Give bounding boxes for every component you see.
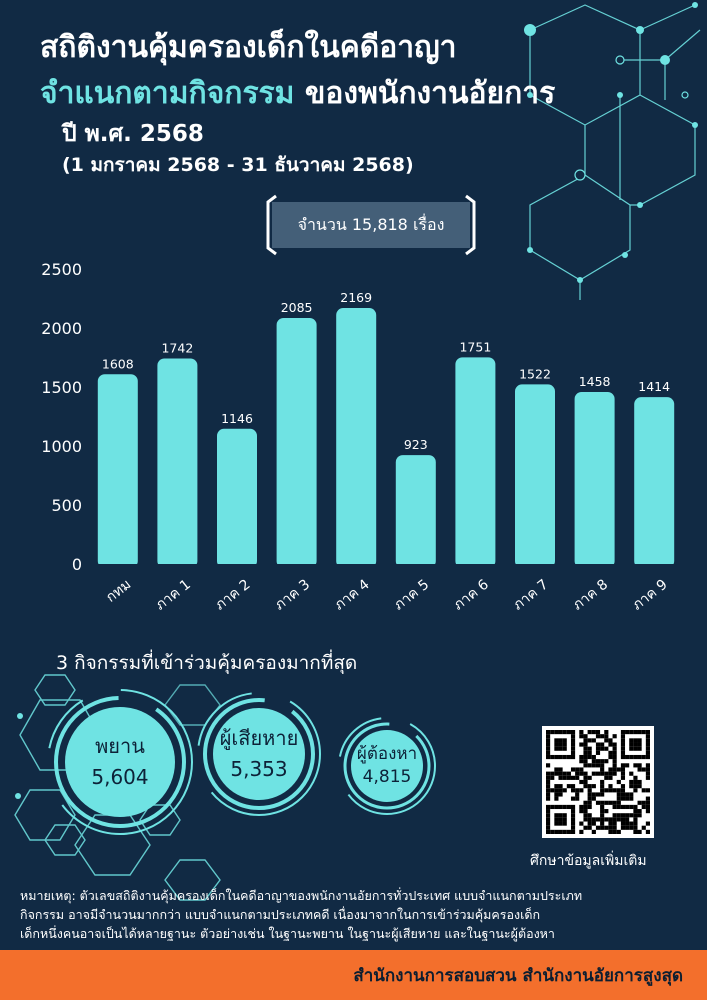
bar bbox=[634, 397, 675, 568]
network-nodes bbox=[524, 2, 698, 283]
title-accent: จำแนกตามกิจกรรม bbox=[40, 76, 295, 111]
top3-victim: ผู้เสียหาย 5,353 bbox=[213, 708, 305, 800]
top3-value: 5,604 bbox=[91, 765, 149, 789]
title-line-2: จำแนกตามกิจกรรม ของพนักงานอัยการ bbox=[40, 70, 555, 117]
footnote-line: กิจกรรม อาจมีจำนวนมากกว่า แบบจำแนกตามประ… bbox=[20, 907, 541, 922]
bar-value-label: 1522 bbox=[519, 366, 551, 381]
footer-bar: สำนักงานการสอบสวน สำนักงานอัยการสูงสุด bbox=[0, 950, 707, 1000]
top3-label: ผู้ต้องหา bbox=[356, 743, 418, 764]
bar-value-label: 1458 bbox=[579, 374, 611, 389]
qr-code-graphic bbox=[546, 730, 650, 834]
x-tick-label: ภาค 9 bbox=[629, 577, 670, 614]
title-rest: ของพนักงานอัยการ bbox=[304, 76, 556, 111]
y-tick-label: 0 bbox=[72, 555, 82, 574]
bar-value-label: 1742 bbox=[161, 340, 193, 355]
bar bbox=[395, 455, 436, 568]
x-tick-label: ภาค 1 bbox=[153, 577, 194, 614]
y-tick-label: 500 bbox=[51, 496, 82, 515]
ring-3 bbox=[338, 717, 436, 815]
y-tick-label: 2500 bbox=[41, 260, 82, 279]
x-tick-label: ภาค 3 bbox=[272, 577, 313, 614]
bar bbox=[574, 391, 615, 568]
x-tick-label: ภาค 2 bbox=[212, 577, 253, 614]
x-tick-label: ภาค 5 bbox=[391, 577, 432, 614]
bar bbox=[515, 384, 555, 568]
title-line-1: สถิติงานคุ้มครองเด็กในคดีอาญา bbox=[40, 30, 457, 65]
bar bbox=[455, 357, 496, 568]
footnote-line: หมายเหตุ: ตัวเลขสถิติงานคุ้มครองเด็กในคด… bbox=[20, 888, 583, 903]
bar bbox=[97, 374, 138, 568]
top3-label: พยาน bbox=[95, 734, 145, 758]
bar bbox=[276, 317, 317, 568]
bracket-left bbox=[266, 194, 277, 256]
bar-value-label: 1414 bbox=[638, 379, 670, 394]
bar-value-label: 923 bbox=[404, 437, 428, 452]
bar-value-label: 1146 bbox=[221, 411, 253, 426]
x-tick-label: ภาค 6 bbox=[451, 576, 492, 613]
bar-chart: 0 500 1000 1500 2000 2500 1608 กทม 1742 ภาค 1 1146… bbox=[41, 260, 684, 614]
date-range: (1 มกราคม 2568 - 31 ธันวาคม 2568) bbox=[62, 154, 414, 176]
ring-2 bbox=[197, 692, 321, 816]
total-count-badge: จำนวน 15,818 เรื่อง bbox=[272, 202, 470, 248]
bar bbox=[336, 308, 377, 568]
hexagon-graphic-mid bbox=[164, 684, 221, 726]
x-tick-label: ภาค 4 bbox=[331, 576, 372, 613]
footer-text: สำนักงานการสอบสวน สำนักงานอัยการสูงสุด bbox=[353, 965, 683, 986]
footnote: หมายเหตุ: ตัวเลขสถิติงานคุ้มครองเด็กในคด… bbox=[20, 886, 690, 943]
top3-witness: พยาน 5,604 bbox=[65, 707, 175, 817]
top3-value: 5,353 bbox=[230, 757, 288, 781]
qr-caption: ศึกษาข้อมูลเพิ่มเติม bbox=[530, 853, 647, 869]
bar-value-label: 1751 bbox=[459, 339, 491, 354]
bar-value-label: 2169 bbox=[340, 290, 372, 305]
baseline-mask bbox=[88, 564, 684, 570]
qr-code[interactable] bbox=[542, 726, 654, 838]
bar-value-label: 1608 bbox=[102, 356, 134, 371]
top3-heading: 3 กิจกรรมที่เข้าร่วมคุ้มครองมากที่สุด bbox=[56, 652, 358, 674]
top3-suspect: ผู้ต้องหา 4,815 bbox=[351, 730, 423, 802]
x-tick-label: ภาค 7 bbox=[510, 577, 551, 614]
top3-label: ผู้เสียหาย bbox=[219, 726, 299, 750]
year-label: ปี พ.ศ. 2568 bbox=[62, 121, 204, 147]
top3-value: 4,815 bbox=[362, 767, 412, 788]
bar-value-label: 2085 bbox=[281, 300, 313, 315]
x-tick-label: ภาค 8 bbox=[570, 577, 611, 614]
y-tick-label: 1500 bbox=[41, 378, 82, 397]
bar bbox=[217, 428, 257, 568]
ring-1 bbox=[47, 689, 193, 835]
y-tick-label: 2000 bbox=[41, 319, 82, 338]
y-tick-label: 1000 bbox=[41, 437, 82, 456]
x-tick-label: กทม bbox=[103, 577, 134, 606]
bracket-right bbox=[465, 194, 476, 256]
footnote-line: เด็กหนึ่งคนอาจเป็นได้หลายฐานะ ตัวอย่างเช… bbox=[20, 926, 555, 941]
bar bbox=[157, 358, 198, 568]
